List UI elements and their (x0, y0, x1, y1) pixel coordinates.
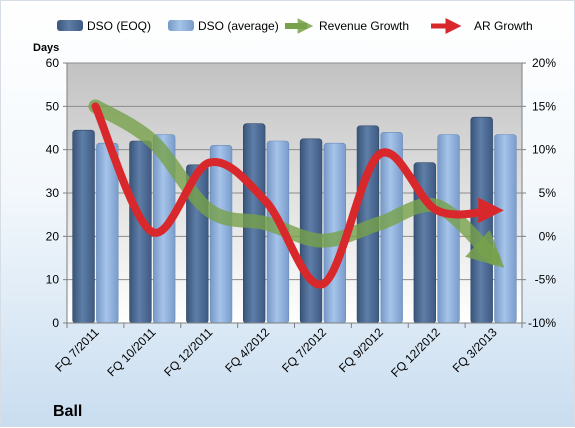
company-name: Ball (53, 403, 82, 420)
legend-label-dso-average: DSO (average) (198, 19, 279, 33)
x-tick-label: FQ 12/2011 (161, 325, 215, 379)
y-tick-label: 50 (46, 99, 60, 113)
y2-tick-label: 15% (532, 99, 556, 113)
y2-tick-label: -10% (528, 316, 556, 330)
y2-tick-label: 5% (539, 186, 557, 200)
x-tick-label: FQ 12/2012 (388, 325, 443, 380)
legend-swatch-dso-average (168, 20, 194, 31)
y-tick-label: 30 (46, 186, 60, 200)
x-tick-label: FQ 7/2012 (279, 325, 329, 375)
y-axis-ticks: 0 10 20 30 40 50 60 (46, 56, 67, 330)
y2-tick-label: 0% (539, 229, 557, 243)
y-tick-label: 60 (46, 56, 60, 70)
x-axis-ticks: FQ 7/2011 FQ 10/2011 FQ 12/2011 FQ 4/2012 FQ… (52, 323, 523, 380)
x-tick-label: FQ 7/2011 (52, 325, 102, 375)
legend-label-revenue-growth: Revenue Growth (319, 19, 409, 33)
bar-dso-eoq (470, 116, 493, 324)
y-tick-label: 40 (46, 143, 60, 157)
y-tick-label: 0 (52, 316, 59, 330)
bar-dso-average (209, 145, 233, 324)
x-tick-label: FQ 10/2011 (104, 325, 158, 379)
y-tick-label: 10 (46, 273, 60, 287)
y2-tick-label: 10% (532, 143, 556, 157)
legend-label-ar-growth: AR Growth (474, 19, 533, 33)
legend: DSO (EOQ) DSO (average) Revenue Growth A… (57, 17, 533, 35)
y-tick-label: 20 (46, 229, 60, 243)
line-ar-growth (91, 102, 504, 289)
legend-swatch-dso-eoq (57, 20, 83, 31)
y2-tick-label: 20% (532, 56, 556, 70)
legend-item-dso-average: DSO (average) (168, 19, 279, 33)
bar-dso-eoq (72, 129, 95, 324)
x-tick-label: FQ 3/2013 (450, 325, 500, 375)
x-tick-label: FQ 4/2012 (222, 325, 272, 375)
y2-tick-label: -5% (535, 273, 557, 287)
y-axis-title: Days (33, 42, 59, 54)
y2-axis-ticks: -10% -5% 0% 5% 10% 15% 20% (522, 56, 556, 330)
bar-dso-average (494, 134, 517, 324)
legend-item-ar-growth: AR Growth (431, 17, 533, 35)
bar-dso-average (437, 134, 460, 324)
x-tick-label: FQ 9/2012 (336, 325, 386, 375)
growth-lines (88, 99, 505, 289)
legend-item-dso-eoq: DSO (EOQ) (57, 19, 151, 33)
legend-label-dso-eoq: DSO (EOQ) (87, 19, 151, 33)
legend-item-revenue-growth: Revenue Growth (285, 18, 409, 34)
